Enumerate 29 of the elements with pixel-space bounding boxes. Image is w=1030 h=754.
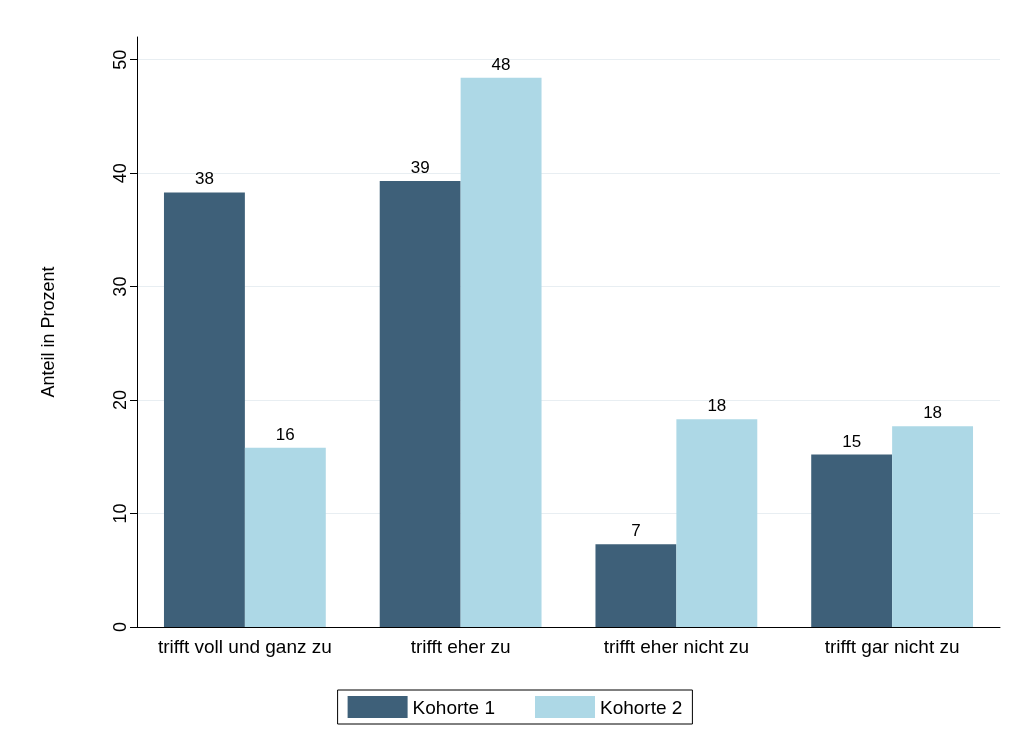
data-label: 38 [194,169,214,189]
y-tick-label: 0 [110,621,130,633]
data-label: 48 [491,54,511,74]
data-label: 15 [842,431,862,451]
x-tick-label: trifft voll und ganz zu [157,636,332,657]
data-label: 18 [707,396,727,416]
bar [595,544,677,627]
data-label: 39 [410,158,430,178]
y-axis-title: Anteil in Prozent [38,266,58,398]
bar [244,447,326,627]
bar [892,426,974,627]
bar [379,181,461,627]
data-label: 16 [275,424,295,444]
y-tick-label: 20 [110,390,130,411]
x-tick-label: trifft eher nicht zu [603,636,750,657]
data-label: 7 [631,521,641,541]
y-tick-label: 10 [110,503,130,524]
y-tick-label: 30 [110,276,130,297]
legend-label: Kohorte 2 [600,696,683,718]
bar [163,192,245,627]
x-tick-label: trifft eher zu [410,636,511,657]
data-label: 18 [923,403,943,423]
legend-label: Kohorte 1 [412,696,496,718]
bar [676,419,758,627]
y-tick-label: 40 [110,163,130,184]
bar [811,454,893,627]
bar [460,77,542,627]
y-tick-label: 50 [110,49,130,70]
x-tick-label: trifft gar nicht zu [824,636,960,657]
